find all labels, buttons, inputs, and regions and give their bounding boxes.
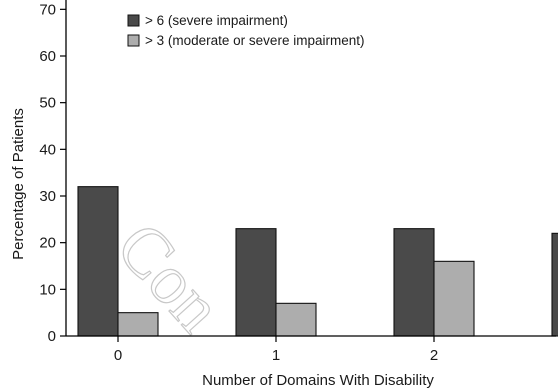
bar-series-1-cat-0 — [117, 312, 159, 337]
bar-series-0-cat-0 — [77, 186, 119, 337]
y-tick-label: 50 — [39, 95, 56, 112]
y-axis-label: Percentage of Patients — [10, 108, 27, 260]
y-ticks-group: 0 10 20 30 40 50 60 70 — [39, 1, 66, 345]
legend-swatch-0 — [127, 14, 140, 27]
y-tick-label: 40 — [39, 141, 56, 158]
x-ticks-group: 0123 — [114, 336, 438, 364]
legend-label-0: > 6 (severe impairment) — [145, 13, 288, 28]
bar-series-0-cat-2 — [393, 228, 435, 337]
x-axis-label: Number of Domains With Disability — [202, 372, 434, 388]
legend: > 6 (severe impairment) > 3 (moderate or … — [127, 13, 364, 48]
y-tick-label: 60 — [39, 48, 56, 65]
legend-swatch-1 — [127, 34, 140, 47]
x-tick-label: 1 — [272, 347, 280, 364]
bar-series-0-cat-3 — [551, 232, 558, 337]
x-tick-label: 0 — [114, 347, 122, 364]
y-tick-label: 20 — [39, 235, 56, 252]
y-tick-label: 30 — [39, 188, 56, 205]
x-tick-label: 2 — [430, 347, 438, 364]
bars-group — [77, 186, 558, 337]
bar-series-1-cat-2 — [433, 260, 475, 337]
y-tick-label: 0 — [48, 328, 56, 345]
y-tick-label: 70 — [39, 1, 56, 18]
legend-label-1: > 3 (moderate or severe impairment) — [145, 33, 364, 48]
bar-series-0-cat-1 — [235, 228, 277, 337]
y-tick-label: 10 — [39, 281, 56, 298]
bar-series-1-cat-1 — [275, 302, 317, 337]
